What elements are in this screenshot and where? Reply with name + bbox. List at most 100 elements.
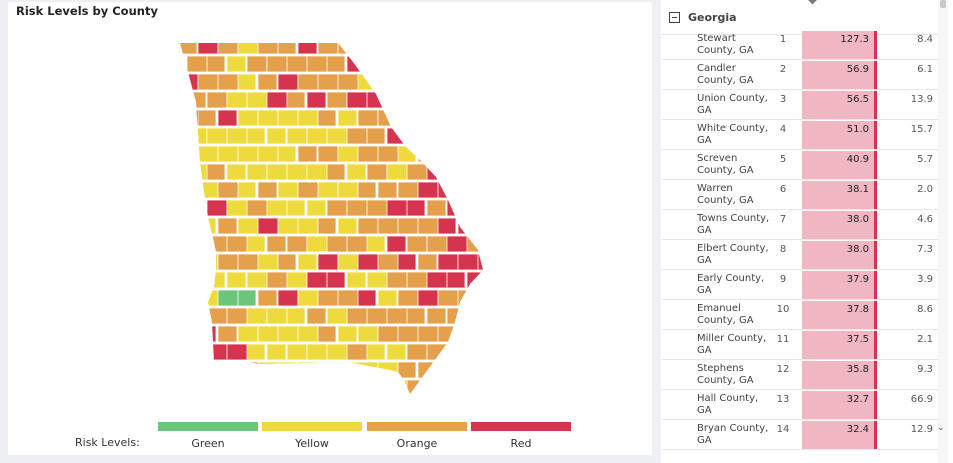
county-cell: [246, 91, 270, 109]
map-panel: Risk Levels by County Risk Levels: Green…: [8, 2, 652, 455]
county-cell: [217, 181, 242, 199]
county-name: Bryan County, GA: [697, 423, 769, 446]
county-cell: [318, 398, 340, 414]
rank-cell: 12: [776, 364, 790, 375]
county-cell: [478, 398, 496, 414]
county-cell: [326, 271, 346, 289]
county-cell: [397, 73, 419, 91]
county-cell: [237, 361, 261, 379]
group-row-georgia[interactable]: Georgia: [661, 7, 941, 35]
county-cell: [246, 235, 266, 253]
county-cell: [206, 379, 226, 394]
county-cell: [246, 199, 270, 217]
county-cell: [487, 92, 509, 108]
rank-cell: 11: [776, 334, 790, 345]
rank-cell: 9: [779, 274, 787, 285]
county-cell: [487, 344, 505, 360]
county-cell: [366, 127, 386, 145]
table-row[interactable]: White County, GA 4 51.0 15.7: [661, 120, 941, 150]
county-cell: [306, 199, 327, 217]
county-cell: [306, 163, 331, 181]
county-cell: [426, 199, 447, 217]
county-cell: [487, 56, 507, 72]
table-scrollbar[interactable]: [938, 0, 948, 463]
table-row[interactable]: Union County, GA 3 56.5 13.9: [661, 90, 941, 120]
table-row[interactable]: Stewart County, GA 1 127.3 8.4: [661, 30, 941, 60]
county-cell: [257, 289, 278, 307]
table-row[interactable]: Early County, GA 9 37.9 3.9: [661, 270, 941, 300]
county-cell: [487, 380, 507, 396]
county-cell: [446, 307, 468, 325]
county-cell: [477, 43, 483, 55]
county-cell: [277, 145, 297, 163]
legend-label-yellow: Yellow: [295, 437, 329, 450]
county-cell: [286, 163, 310, 181]
county-cell: [266, 127, 287, 145]
secondary-value-cell: 2.0: [917, 184, 933, 195]
county-cell: [366, 55, 388, 73]
sort-caret-icon[interactable]: [807, 0, 818, 5]
collapse-icon[interactable]: [669, 12, 680, 23]
scrollbar-thumb[interactable]: [940, 0, 946, 8]
county-cell: [246, 127, 266, 145]
county-cell: [206, 235, 230, 253]
county-cell: [237, 73, 257, 91]
county-cell: [346, 163, 367, 181]
georgia-county-map[interactable]: [8, 2, 652, 422]
table-row[interactable]: Elbert County, GA 8 38.0 7.3: [661, 240, 941, 270]
rank-cell: 4: [779, 124, 787, 135]
county-cell: [257, 73, 278, 91]
county-cell: [366, 343, 386, 361]
county-cell: [426, 271, 451, 289]
county-cell: [297, 145, 318, 163]
county-cell: [487, 272, 507, 288]
county-cell: [357, 361, 381, 379]
county-cell: [238, 398, 256, 414]
county-cell: [406, 91, 426, 109]
table-row[interactable]: Bryan County, GA 14 32.4 12.9: [661, 420, 941, 450]
county-name: Emanuel County, GA: [697, 303, 754, 326]
scroll-down-icon[interactable]: ⌄: [937, 423, 945, 433]
county-cell: [337, 253, 360, 271]
county-cell: [286, 343, 308, 361]
county-cell: [237, 217, 259, 235]
table-row[interactable]: Miller County, GA 11 37.5 2.1: [661, 330, 941, 360]
county-cell: [357, 181, 377, 199]
county-cell: [197, 43, 219, 55]
county-cell: [226, 343, 251, 361]
table-row[interactable]: Screven County, GA 5 40.9 5.7: [661, 150, 941, 180]
county-cell: [366, 199, 390, 217]
risk-highlight: [802, 61, 877, 89]
county-cell: [406, 127, 428, 145]
table-row[interactable]: Candler County, GA 2 56.9 6.1: [661, 60, 941, 90]
table-row[interactable]: Emanuel County, GA 10 37.8 8.6: [661, 300, 941, 330]
table-row[interactable]: Warren County, GA 6 38.1 2.0: [661, 180, 941, 210]
county-cell: [277, 109, 301, 127]
county-cell: [477, 289, 483, 307]
county-cell: [246, 379, 268, 394]
county-cell: [206, 199, 228, 217]
county-cell: [386, 55, 409, 73]
county-cell: [337, 217, 358, 235]
county-cell: [198, 398, 220, 414]
county-cell: [466, 307, 483, 325]
county-cell: [217, 361, 240, 379]
county-cell: [186, 163, 211, 181]
county-cell: [186, 91, 207, 109]
table-row[interactable]: Stephens County, GA 12 35.8 9.3: [661, 360, 941, 390]
county-cell: [477, 109, 483, 127]
county-cell: [397, 289, 419, 307]
county-cell: [337, 181, 362, 199]
county-cell: [337, 145, 360, 163]
county-cell: [306, 235, 329, 253]
table-row[interactable]: Hall County, GA 13 32.7 66.9: [661, 390, 941, 420]
county-cell: [358, 398, 376, 414]
county-cell: [180, 289, 200, 307]
county-cell: [206, 271, 226, 289]
legend-label-orange: Orange: [396, 437, 438, 450]
secondary-value-cell: 9.3: [917, 364, 933, 375]
rank-cell: 10: [776, 304, 790, 315]
table-row[interactable]: Towns County, GA 7 38.0 4.6: [661, 210, 941, 240]
county-cell: [446, 163, 466, 181]
rank-cell: 3: [779, 94, 787, 105]
